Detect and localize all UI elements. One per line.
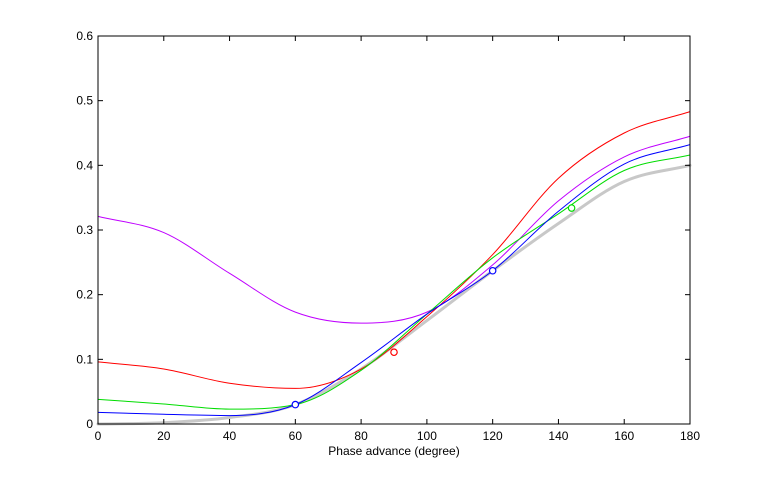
x-axis-ticks: 0 20 40 60 80 100 120 140 160 180 — [95, 36, 700, 443]
x-tick-label: 140 — [548, 429, 568, 443]
x-tick-label: 160 — [614, 429, 634, 443]
data-point-marker — [488, 266, 497, 275]
x-axis-title: Phase advance (degree) — [328, 444, 459, 458]
series-line — [97, 154, 691, 410]
y-tick-label: 0.4 — [76, 158, 93, 172]
y-tick-label: 0.2 — [76, 288, 93, 302]
x-tick-label: 60 — [289, 429, 303, 443]
y-tick-label: 0.3 — [76, 223, 93, 237]
data-point-marker — [390, 348, 398, 357]
y-axis-ticks: 0 0.1 0.2 0.3 0.4 0.5 0.6 — [76, 29, 690, 431]
data-point-marker — [291, 400, 300, 409]
y-tick-label: 0 — [86, 417, 93, 431]
x-tick-label: 120 — [483, 429, 503, 443]
series-line — [97, 144, 691, 417]
marker-layer — [291, 204, 576, 409]
y-tick-label: 0.6 — [76, 29, 93, 43]
x-tick-label: 0 — [95, 429, 102, 443]
data-point-marker — [567, 204, 576, 212]
x-tick-label: 20 — [157, 429, 171, 443]
x-tick-label: 40 — [223, 429, 237, 443]
y-tick-label: 0.5 — [76, 94, 93, 108]
x-tick-label: 180 — [680, 429, 700, 443]
y-tick-label: 0.1 — [76, 352, 93, 366]
plot-background — [98, 36, 690, 424]
series-layer — [96, 111, 692, 426]
series-line — [97, 135, 691, 324]
series-line — [97, 111, 691, 389]
x-tick-label: 100 — [417, 429, 437, 443]
x-tick-label: 80 — [354, 429, 368, 443]
